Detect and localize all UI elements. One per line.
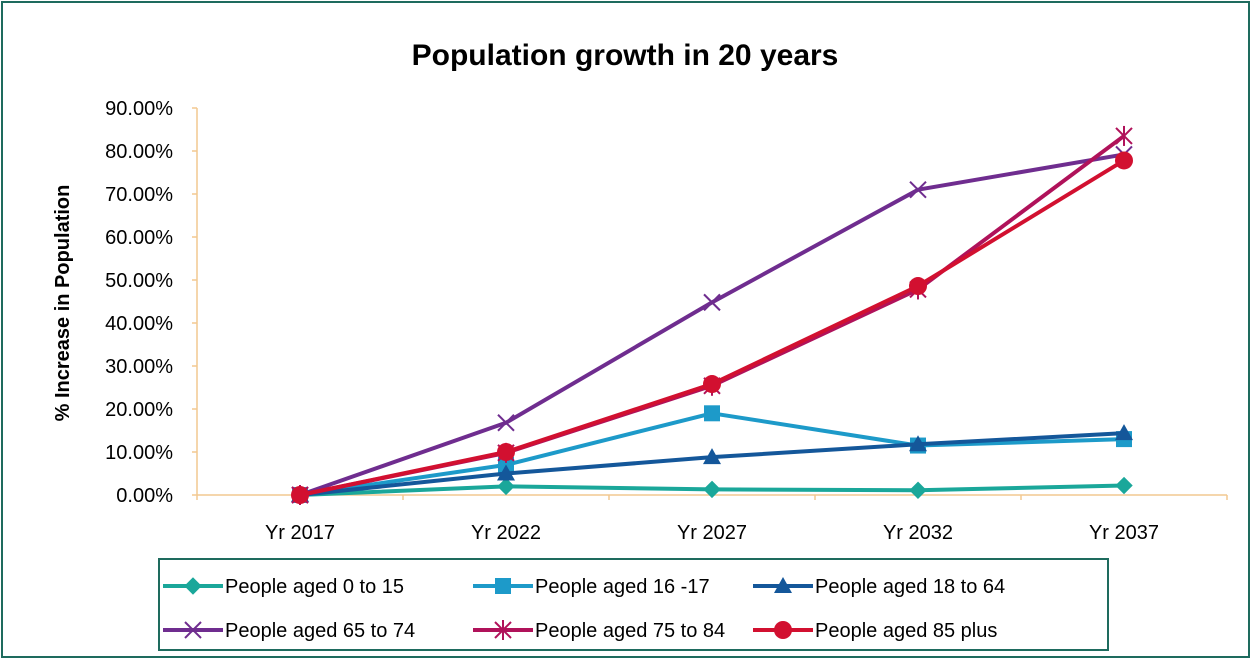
legend-swatch-marker (774, 621, 792, 639)
data-point (291, 486, 309, 504)
data-point (909, 481, 927, 499)
x-tick-label: Yr 2037 (1089, 522, 1159, 544)
legend-item: People aged 85 plus (753, 620, 997, 642)
data-point (497, 414, 515, 432)
y-tick-label: 80.00% (105, 141, 173, 163)
legend-item: People aged 0 to 15 (163, 576, 404, 598)
legend-label: People aged 18 to 64 (815, 576, 1005, 598)
series-layer (291, 125, 1133, 505)
legend-swatch-marker (774, 577, 792, 593)
data-point (497, 464, 515, 481)
legend-item: People aged 65 to 74 (163, 620, 415, 642)
data-point-stroke (909, 180, 927, 199)
legend-swatch-marker (184, 577, 202, 595)
legend-item: People aged 18 to 64 (753, 576, 1005, 598)
data-point (497, 477, 515, 496)
legend-label: People aged 75 to 84 (535, 620, 725, 642)
x-tick-label: Yr 2027 (677, 522, 747, 544)
legend-label: People aged 85 plus (815, 620, 997, 642)
legend-swatch-marker-stroke (184, 621, 202, 639)
y-tick-label: 30.00% (105, 356, 173, 378)
y-tick-label: 70.00% (105, 184, 173, 206)
x-tick-labels: Yr 2017 Yr 2022 Yr 2027 Yr 2032 Yr 2037 (265, 522, 1159, 544)
data-point (703, 480, 721, 499)
y-tick-label: 60.00% (105, 227, 173, 249)
y-tick-label: 90.00% (105, 98, 173, 120)
data-point-stroke (497, 414, 515, 432)
legend-label: People aged 65 to 74 (225, 620, 415, 642)
legend-swatch-marker (495, 578, 511, 594)
data-point (909, 180, 927, 199)
y-tick-label: 50.00% (105, 270, 173, 292)
y-tick-label: 40.00% (105, 313, 173, 335)
data-point (1115, 151, 1133, 170)
legend-swatch-marker (184, 621, 202, 639)
series-5 (291, 125, 1133, 505)
data-point (703, 375, 721, 394)
legend-swatch-marker (494, 620, 512, 640)
y-tick-labels: 0.00% 10.00% 20.00% 30.00% 40.00% 50.00% 60.00… (105, 98, 173, 507)
data-point-stroke (703, 293, 721, 312)
y-tick-label: 0.00% (116, 485, 173, 507)
series-6 (291, 151, 1133, 504)
x-tick-label: Yr 2017 (265, 522, 335, 544)
legend-item: People aged 16 -17 (473, 576, 710, 598)
y-tick-label: 20.00% (105, 399, 173, 421)
y-tick-label: 10.00% (105, 442, 173, 464)
data-point (703, 293, 721, 312)
series-3 (291, 424, 1133, 502)
chart-title: Population growth in 20 years (412, 39, 839, 72)
data-point (1115, 424, 1133, 441)
data-point (1115, 476, 1133, 495)
data-point (497, 443, 515, 461)
chart: Population growth in 20 years % Increase… (52, 39, 1228, 651)
y-axis-label: % Increase in Population (52, 185, 74, 422)
legend-item: People aged 75 to 84 (473, 620, 725, 642)
data-point (703, 448, 721, 465)
legend: People aged 0 to 15 People aged 16 -17 Peo… (163, 576, 1005, 642)
x-tick-label: Yr 2022 (471, 522, 541, 544)
data-point (909, 277, 927, 296)
legend-label: People aged 16 -17 (535, 576, 710, 598)
data-point (704, 405, 720, 422)
data-point (909, 435, 927, 452)
x-tick-label: Yr 2032 (883, 522, 953, 544)
legend-box (158, 558, 1109, 651)
data-point (1115, 125, 1133, 146)
legend-label: People aged 0 to 15 (225, 576, 404, 598)
